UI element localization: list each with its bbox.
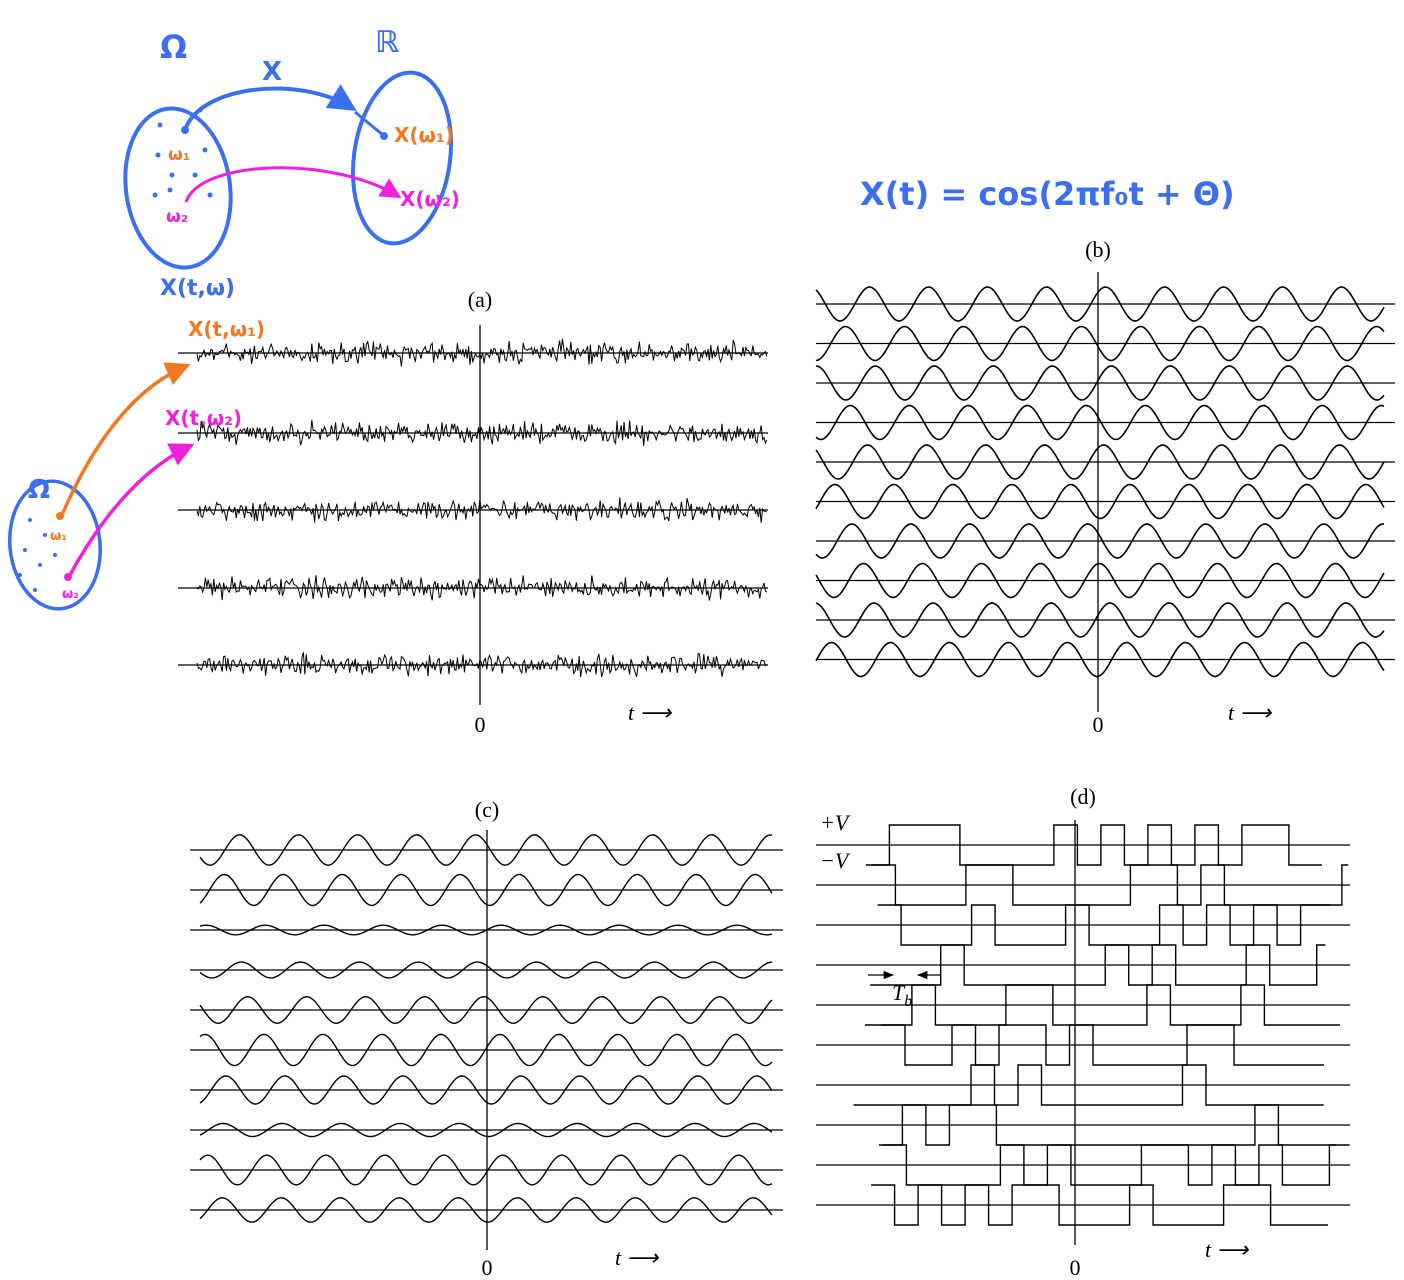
left-sketch bbox=[4, 366, 190, 613]
panel-labels: (a) 0 t ⟶ (b) 0 t ⟶ (c) 0 t ⟶ (d) 0 t ⟶ … bbox=[468, 237, 1273, 1280]
image-label: X(ω₁) bbox=[394, 123, 454, 147]
panel-label: (d) bbox=[1070, 784, 1096, 809]
time-label: t ⟶ bbox=[628, 700, 673, 725]
omega-set bbox=[115, 102, 240, 275]
time-label: t ⟶ bbox=[1205, 1237, 1250, 1262]
sample-arrow bbox=[62, 366, 186, 515]
sample-space-diagram bbox=[115, 66, 461, 274]
level-label: −V bbox=[820, 848, 851, 873]
point bbox=[380, 132, 388, 140]
point-label: ω₂ bbox=[62, 587, 79, 602]
diagram-labels: Ω ℝ X ω₁ ω₂ X(ω₁) X(ω₂) X(t) = cos(2πf₀t… bbox=[28, 25, 1235, 602]
panel-label: (b) bbox=[1085, 237, 1111, 262]
sample-label: X(t,ω₁) bbox=[188, 317, 265, 341]
point-label: ω₁ bbox=[50, 529, 67, 544]
time-label: t ⟶ bbox=[615, 1245, 660, 1270]
process-label: X(t,ω) bbox=[160, 276, 235, 301]
formula: X(t) = cos(2πf₀t + Θ) bbox=[860, 175, 1235, 213]
origin-label: 0 bbox=[1093, 712, 1104, 737]
reals-label: ℝ bbox=[375, 25, 399, 60]
point-label: ω₂ bbox=[166, 207, 188, 227]
origin-label: 0 bbox=[482, 1255, 493, 1280]
point bbox=[181, 126, 189, 134]
figure: Ω ℝ X ω₁ ω₂ X(ω₁) X(ω₂) X(t) = cos(2πf₀t… bbox=[0, 0, 1404, 1280]
origin-label: 0 bbox=[475, 712, 486, 737]
map-arrow bbox=[185, 89, 352, 130]
origin-label: 0 bbox=[1070, 1255, 1081, 1280]
point-label: ω₁ bbox=[168, 145, 190, 165]
panel-label: (c) bbox=[475, 797, 499, 822]
bit-period-sub: b bbox=[904, 993, 912, 1010]
map-label: X bbox=[262, 57, 282, 87]
panel-label: (a) bbox=[468, 287, 492, 312]
image-label: X(ω₂) bbox=[400, 187, 460, 211]
omega-label: Ω bbox=[160, 28, 187, 66]
time-label: t ⟶ bbox=[1228, 700, 1273, 725]
omega-set bbox=[4, 477, 107, 614]
real-set bbox=[342, 66, 461, 250]
map-arrow bbox=[186, 168, 398, 202]
level-label: +V bbox=[820, 810, 851, 835]
waveform-panels bbox=[178, 272, 1395, 1250]
